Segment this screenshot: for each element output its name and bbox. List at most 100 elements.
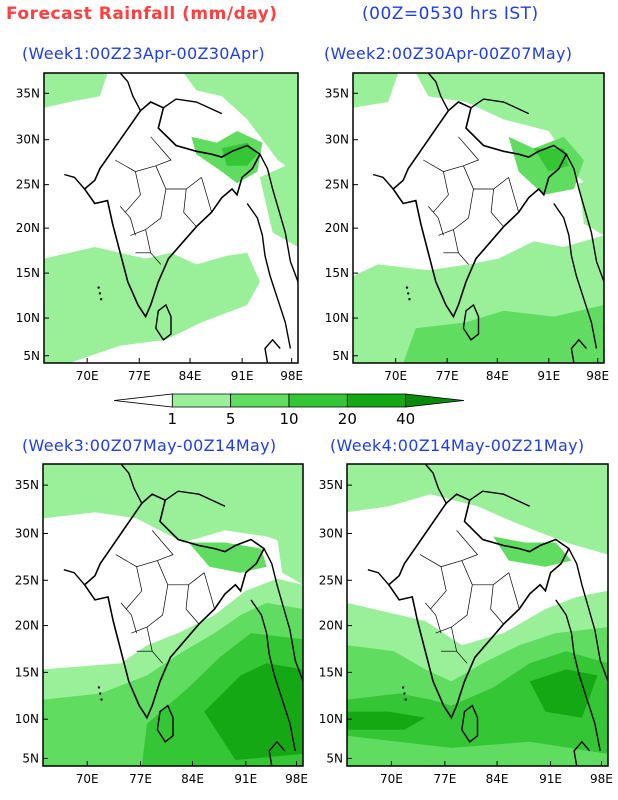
lat-tick-label: 5N [332, 349, 349, 363]
map-panel-week1: 35N 30N 25N 20N 15N 10N 5N 70E 77E 84E 91E 98E [16, 72, 303, 383]
state-border-9 [508, 572, 520, 610]
lat-tick-label: 35N [319, 478, 343, 492]
country-border-2 [427, 72, 450, 112]
lat-tick-label: 15N [325, 266, 349, 280]
state-border-5 [185, 584, 200, 625]
lat-tick-label: 20N [15, 619, 39, 633]
lon-tick-label: 84E [486, 369, 509, 383]
island-dot [99, 298, 103, 301]
lon-tick-label: 70E [384, 369, 407, 383]
india-outline [392, 101, 568, 319]
lat-tick-label: 30N [16, 133, 40, 147]
lon-tick-label: 70E [76, 369, 99, 383]
state-border-3 [155, 165, 202, 190]
country-border-5 [555, 599, 601, 752]
colorbar-svg: 1 5 10 20 40 [113, 393, 465, 428]
island-dot [403, 692, 406, 695]
lon-tick-label: 70E [380, 772, 403, 786]
state-border-9 [508, 177, 520, 213]
lat-tick-label: 10N [319, 712, 343, 726]
colorbar: 1 5 10 20 40 [113, 392, 470, 436]
sri-lanka-outline [461, 704, 479, 743]
country-border-6 [570, 338, 587, 364]
lat-tick-label: 25N [325, 178, 349, 192]
island-dot [405, 286, 409, 289]
country-border-4 [568, 548, 609, 682]
island-dot [97, 286, 100, 289]
colorbar-label: 20 [338, 410, 357, 428]
state-border-8 [425, 602, 442, 634]
lat-tick-label: 10N [15, 712, 39, 726]
lat-tick-label: 15N [16, 266, 40, 280]
colorbar-segment-4 [288, 393, 348, 408]
country-border-2 [424, 463, 447, 504]
lat-tick-label: 25N [319, 573, 343, 587]
rainfall-contour-6 [259, 160, 298, 247]
rainfall-map-week4: 35N 30N 25N 20N 15N 10N 5N 70E 77E 84E 91E 98E [319, 463, 613, 786]
panel-title-week2: (Week2:00Z30Apr-00Z07May) [324, 44, 573, 63]
country-border-3 [470, 98, 529, 115]
state-border-9 [203, 572, 215, 610]
country-border-4 [259, 153, 299, 283]
island-dot [401, 686, 405, 689]
rainfall-contour-1 [183, 73, 298, 175]
lon-tick-label: 70E [76, 772, 99, 786]
colorbar-segment-3 [230, 393, 290, 408]
country-border-4 [263, 548, 304, 682]
lat-tick-label: 35N [16, 86, 40, 100]
rainfall-contour-5 [44, 247, 260, 363]
rainfall-contour-4 [347, 651, 608, 754]
state-border-4 [438, 188, 474, 236]
state-border-10 [150, 136, 172, 167]
country-border-5 [246, 203, 292, 349]
lon-tick-label: 84E [486, 772, 509, 786]
state-border-3 [461, 560, 510, 586]
state-border-4 [131, 584, 169, 634]
country-border-2 [120, 463, 143, 504]
map-panel-week3: 35N 30N 25N 20N 15N 10N 5N 70E 77E 84E 91E 98E [15, 463, 308, 786]
map-panel-week2: 35N 30N 25N 20N 15N 10N 5N 70E 77E 84E 91E 98E [325, 72, 609, 383]
rainfall-contour-1 [415, 73, 604, 204]
island-dot [100, 698, 103, 701]
lat-tick-label: 35N [325, 86, 349, 100]
map-frame [352, 72, 605, 364]
island-dot [98, 292, 102, 295]
time-note: (00Z=0530 hrs IST) [362, 4, 539, 24]
island-dot [408, 298, 411, 301]
lat-tick-label: 5N [326, 751, 343, 765]
rainfall-contour-7 [493, 536, 572, 567]
lon-tick-label: 77E [433, 772, 456, 786]
state-border-2 [125, 566, 143, 610]
country-border-3 [469, 490, 530, 507]
rainfall-map-week3: 35N 30N 25N 20N 15N 10N 5N 70E 77E 84E 91E 98E [15, 463, 308, 786]
lat-tick-label: 15N [319, 665, 343, 679]
india-outline [387, 493, 570, 720]
country-border-5 [250, 599, 296, 752]
state-border-4 [435, 584, 473, 634]
sri-lanka-outline [462, 303, 480, 341]
lon-tick-label: 98E [285, 772, 308, 786]
rainfall-map-week2: 35N 30N 25N 20N 15N 10N 5N 70E 77E 84E 91E 98E [325, 72, 609, 383]
lon-tick-label: 84E [179, 369, 202, 383]
state-border-3 [157, 560, 205, 586]
rainfall-contour-6 [403, 305, 604, 363]
map-frame [346, 463, 609, 767]
map-frame [42, 463, 304, 767]
sri-lanka-outline [156, 704, 174, 743]
lon-tick-label: 98E [590, 772, 613, 786]
colorbar-segment-5 [346, 393, 407, 408]
lon-tick-label: 77E [128, 369, 151, 383]
lon-tick-label: 91E [231, 369, 254, 383]
colorbar-segment-2 [171, 393, 232, 408]
rainfall-map-week1: 35N 30N 25N 20N 15N 10N 5N 70E 77E 84E 91E 98E [16, 72, 303, 383]
country-border-6 [268, 740, 286, 767]
state-border-9 [201, 177, 212, 213]
rainfall-contour-2 [353, 73, 399, 108]
country-border-4 [565, 153, 605, 283]
india-outline [83, 493, 266, 720]
state-border-6 [451, 627, 468, 664]
panel-title-week4: (Week4:00Z14May-00Z21May) [330, 436, 585, 455]
island-dot [404, 698, 407, 701]
rainfall-contour-5 [347, 711, 426, 730]
lat-tick-label: 30N [325, 133, 349, 147]
